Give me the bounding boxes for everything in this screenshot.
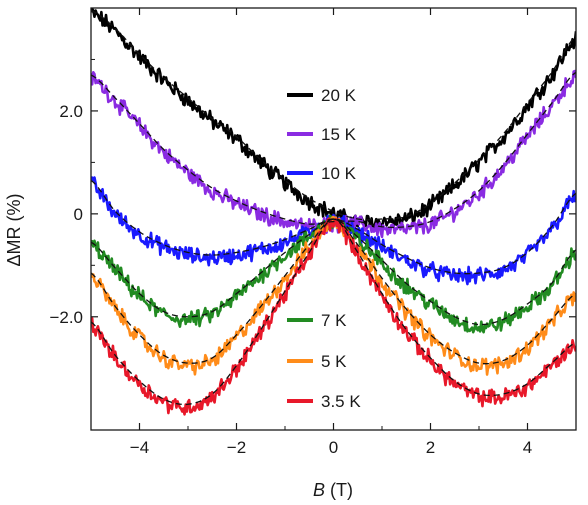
legend-label: 20 K: [321, 86, 357, 105]
legend-item-7k: 7 K: [287, 311, 347, 330]
legend-item-5k: 5 K: [287, 352, 347, 371]
fit-5k: [91, 218, 576, 365]
series-10k: [91, 176, 576, 286]
y-tick-label: −2.0: [49, 308, 83, 327]
fit-20k: [91, 9, 576, 221]
series-3-5k: [91, 217, 576, 416]
x-tick-label: −4: [130, 438, 149, 457]
y-axis-title: ΔMR (%): [4, 193, 24, 266]
fit-3-5k: [91, 218, 576, 406]
y-tick-label: 2.0: [59, 102, 83, 121]
y-axis-ticks: 2.0 0 −2.0: [49, 58, 576, 327]
series-5k: [91, 215, 576, 376]
x-tick-label: 2: [426, 438, 435, 457]
fit-15k: [91, 71, 576, 229]
data-curves: [91, 8, 576, 416]
x-axis-title: B (T): [313, 480, 353, 500]
fit-10k: [91, 179, 576, 275]
x-axis-variable: B: [313, 480, 325, 500]
legend-label: 7 K: [321, 311, 347, 330]
legend-label: 15 K: [321, 125, 357, 144]
x-tick-label: −2: [227, 438, 246, 457]
legend-label: 5 K: [321, 352, 347, 371]
legend-label: 10 K: [321, 164, 357, 183]
fit-curves: [91, 9, 576, 406]
legend: 20 K 15 K 10 K 7 K 5 K 3.5 K: [287, 86, 361, 411]
legend-item-10k: 10 K: [287, 164, 357, 183]
legend-item-3-5k: 3.5 K: [287, 392, 361, 411]
series-20k: [91, 8, 576, 231]
x-axis-ticks: −4 −2 0 2 4: [90, 8, 577, 457]
legend-item-15k: 15 K: [287, 125, 357, 144]
x-tick-label: 4: [523, 438, 532, 457]
x-axis-unit: (T): [325, 480, 353, 500]
legend-label: 3.5 K: [321, 392, 361, 411]
legend-item-20k: 20 K: [287, 86, 357, 105]
y-tick-label: 0: [74, 205, 83, 224]
x-tick-label: 0: [329, 438, 338, 457]
